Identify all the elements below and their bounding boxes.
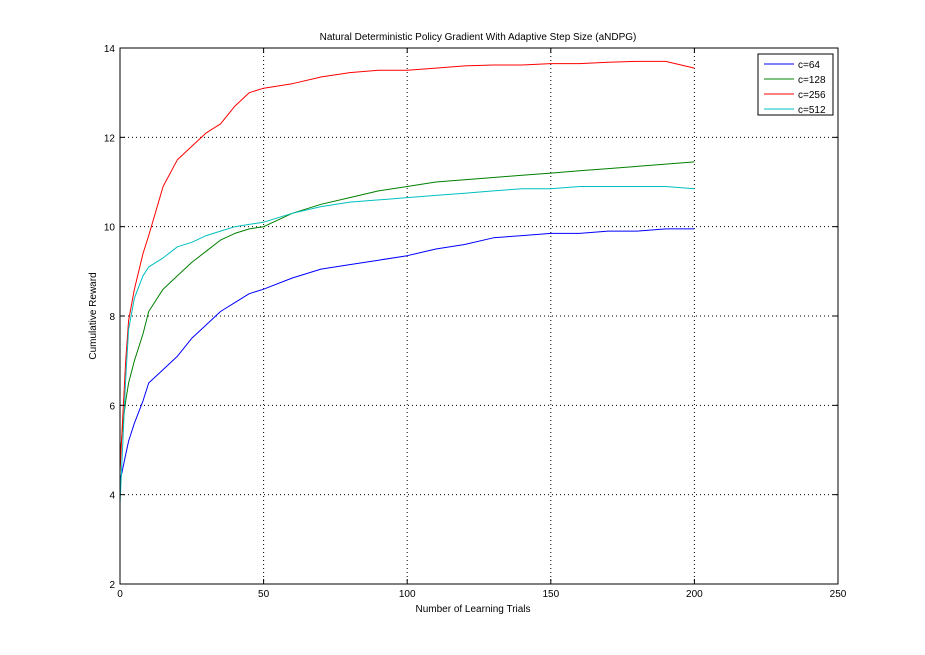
legend-label: c=256 — [798, 90, 826, 101]
series-line-c=128 — [119, 161, 695, 459]
y-tick-label: 14 — [104, 44, 116, 55]
legend-label: c=64 — [798, 60, 820, 71]
y-tick-label: 2 — [109, 580, 115, 591]
y-axis-label: Cumulative Reward — [88, 272, 99, 359]
chart-title: Natural Deterministic Policy Gradient Wi… — [320, 32, 637, 43]
legend-label: c=512 — [798, 105, 826, 116]
x-tick-label: 200 — [686, 589, 703, 600]
legend: c=64 c=128 c=256 c=512 — [757, 53, 834, 116]
x-tick-label: 150 — [542, 589, 559, 600]
x-tick-label: 50 — [258, 589, 270, 600]
grid-layer — [120, 48, 838, 584]
series-layer — [119, 60, 695, 504]
y-tick-label: 6 — [109, 401, 115, 412]
x-tick-label: 100 — [399, 589, 416, 600]
plot-area — [120, 48, 838, 584]
tick-layer: 0 50 100 150 200 250 2 4 6 8 10 12 14 — [104, 44, 847, 600]
series-line-c=64 — [119, 228, 695, 482]
y-tick-label: 10 — [104, 223, 116, 234]
legend-label: c=128 — [798, 75, 826, 86]
series-line-c=512 — [119, 186, 695, 504]
y-tick-label: 4 — [109, 491, 115, 502]
x-tick-label: 0 — [117, 589, 123, 600]
series-line-c=256 — [119, 60, 695, 473]
y-tick-label: 8 — [109, 312, 115, 323]
x-axis-label: Number of Learning Trials — [415, 604, 530, 615]
x-tick-label: 250 — [830, 589, 847, 600]
y-tick-label: 12 — [104, 133, 116, 144]
